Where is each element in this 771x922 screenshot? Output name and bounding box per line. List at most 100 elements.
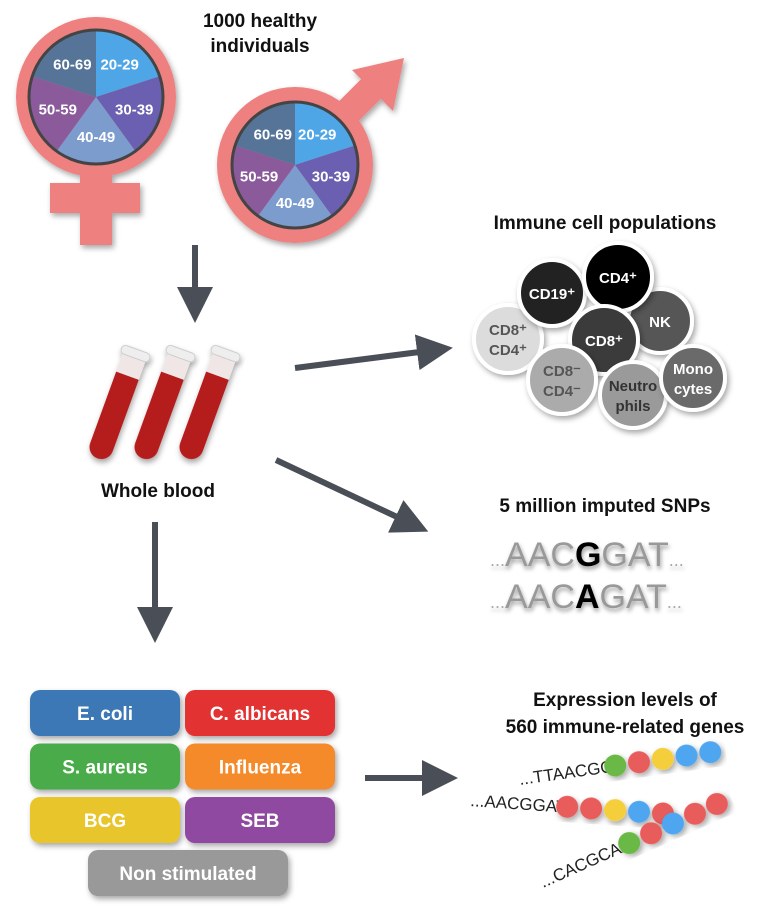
expression-bead: [683, 802, 706, 825]
gene-string: ...TTAACGG: [518, 741, 722, 789]
stimulus-label: Influenza: [219, 758, 302, 779]
female-age-slice-label: 40-49: [77, 129, 115, 146]
cell-label: CD19⁺: [529, 286, 575, 303]
blood-tube: [179, 344, 241, 460]
snp-variant: A: [575, 578, 600, 616]
snp-suffix: ...: [667, 592, 682, 612]
title-line-2: individuals: [210, 36, 309, 57]
cell-label: CD8⁻: [543, 363, 581, 380]
expression-bead: [705, 793, 728, 816]
cell-label: CD8⁺: [489, 322, 527, 339]
stimulus-bcg: BCG: [30, 797, 180, 843]
stimulus-label: Non stimulated: [119, 864, 256, 885]
cell-label: phils: [615, 398, 650, 415]
immune-cells-title: Immune cell populations: [494, 213, 717, 234]
cell-cd8neg: CD8⁻ CD4⁻: [526, 344, 598, 416]
female-age-slice: [56, 97, 136, 164]
expression-bead: [556, 795, 579, 818]
gene-sequence: ...TTAACGG: [518, 757, 615, 789]
expression-bead: [640, 822, 663, 845]
cell-cd19: CD19⁺: [517, 258, 587, 328]
female-age-slice: [96, 76, 163, 152]
male-age-slice-label: 40-49: [276, 195, 314, 212]
cell-label: NK: [649, 314, 671, 331]
female-age-slice: [29, 76, 97, 152]
flow-arrows: [137, 245, 458, 796]
blood-tube: [134, 344, 196, 460]
male-age-pie: 20-29 30-39 40-49 50-59 60-69: [230, 100, 360, 230]
cell-label: CD4⁺: [489, 342, 527, 359]
snp-after: GAT: [600, 578, 667, 616]
expression-title-line-2: 560 immune-related genes: [506, 717, 745, 738]
cell-mono: Mono cytes: [659, 344, 727, 412]
male-age-pie-border: [230, 100, 360, 230]
arrow-to-cells: [294, 334, 453, 371]
expression-bead: [662, 812, 685, 835]
stimulus-e-coli: E. coli: [30, 690, 180, 736]
stimulus-label: S. aureus: [62, 758, 148, 779]
female-age-slice: [32, 30, 96, 97]
female-age-slice-label: 60-69: [53, 56, 91, 73]
cell-label: Neutro: [609, 378, 657, 395]
snp-prefix: ...: [490, 592, 505, 612]
stimulus-label: E. coli: [77, 704, 133, 725]
cell-label: cytes: [674, 381, 712, 398]
male-age-slice: [235, 102, 295, 165]
snp-title: 5 million imputed SNPs: [499, 496, 710, 517]
stimulus-label: BCG: [84, 811, 126, 832]
male-age-slice-label: 60-69: [254, 126, 292, 143]
expression-bead: [604, 754, 627, 777]
expression-bead: [651, 747, 674, 770]
gene-sequence: ...AACGGAT: [470, 791, 567, 817]
stimulus-non-stimulated: Non stimulated: [88, 850, 288, 896]
expression-bead: [580, 797, 603, 820]
stimulus-s-aureus: S. aureus: [30, 743, 180, 790]
cell-label: Mono: [673, 361, 713, 378]
blood-tubes-icon: [89, 344, 241, 460]
gene-expression-strings: ...TTAACGG...AACGGAT...CACGCAA: [470, 741, 728, 892]
stimulus-seb: SEB: [185, 797, 335, 843]
snp-row: ...AACAGAT...: [490, 578, 682, 616]
male-age-slice: [257, 165, 333, 228]
cell-label: CD8⁺: [585, 333, 623, 350]
male-age-slice-label: 50-59: [240, 169, 278, 186]
snp-after: GAT: [601, 536, 668, 574]
male-age-slice-label: 30-39: [312, 169, 350, 186]
female-age-slice-label: 20-29: [100, 56, 138, 73]
cell-label: CD4⁻: [543, 383, 581, 400]
female-age-pie-border: [27, 28, 165, 166]
snp-row: ...AACGGAT...: [490, 536, 684, 574]
male-age-slice: [295, 102, 355, 165]
expression-bead: [627, 751, 650, 774]
expression-bead: [628, 800, 651, 823]
stimulus-influenza: Influenza: [185, 743, 335, 790]
snp-before: AAC: [505, 536, 575, 574]
male-age-slice-label: 20-29: [298, 126, 336, 143]
snp-variant: G: [575, 536, 601, 574]
snp-suffix: ...: [669, 550, 684, 570]
expression-bead: [604, 799, 627, 822]
expression-bead: [675, 744, 698, 767]
blood-tube: [89, 344, 151, 460]
cell-cd4: CD4⁺: [582, 241, 654, 313]
male-age-slice: [232, 145, 295, 216]
expression-title-line-1: Expression levels of: [533, 690, 717, 711]
title-line-1: 1000 healthy: [203, 11, 317, 32]
expression-bead: [618, 832, 641, 855]
snp-sequences: ...AACGGAT......AACAGAT...: [490, 536, 684, 616]
female-age-slice-label: 30-39: [115, 101, 153, 118]
arrow-to-snps: [274, 457, 429, 533]
stimulus-c-albicans: C. albicans: [185, 690, 335, 736]
snp-before: AAC: [505, 578, 575, 616]
stimulus-label: SEB: [240, 811, 279, 832]
whole-blood-label: Whole blood: [101, 481, 215, 502]
female-age-slice: [96, 30, 160, 97]
cell-label: CD4⁺: [599, 270, 637, 287]
female-age-slice-label: 50-59: [39, 101, 77, 118]
cell-cd8cd4: CD8⁺ CD4⁺: [472, 303, 544, 375]
snp-prefix: ...: [490, 550, 505, 570]
expression-bead: [699, 741, 722, 764]
